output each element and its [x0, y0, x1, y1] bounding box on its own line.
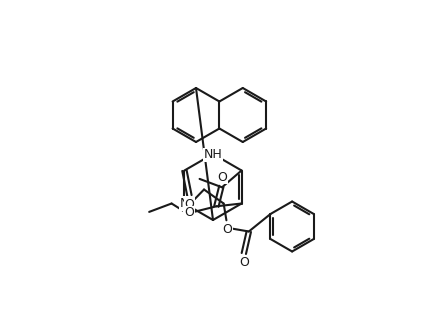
Text: NH: NH — [204, 148, 222, 161]
Text: O: O — [217, 171, 227, 184]
Text: O: O — [184, 198, 195, 211]
Text: O: O — [184, 207, 194, 219]
Text: O: O — [222, 223, 233, 236]
Text: N: N — [180, 197, 189, 210]
Text: O: O — [239, 256, 249, 269]
